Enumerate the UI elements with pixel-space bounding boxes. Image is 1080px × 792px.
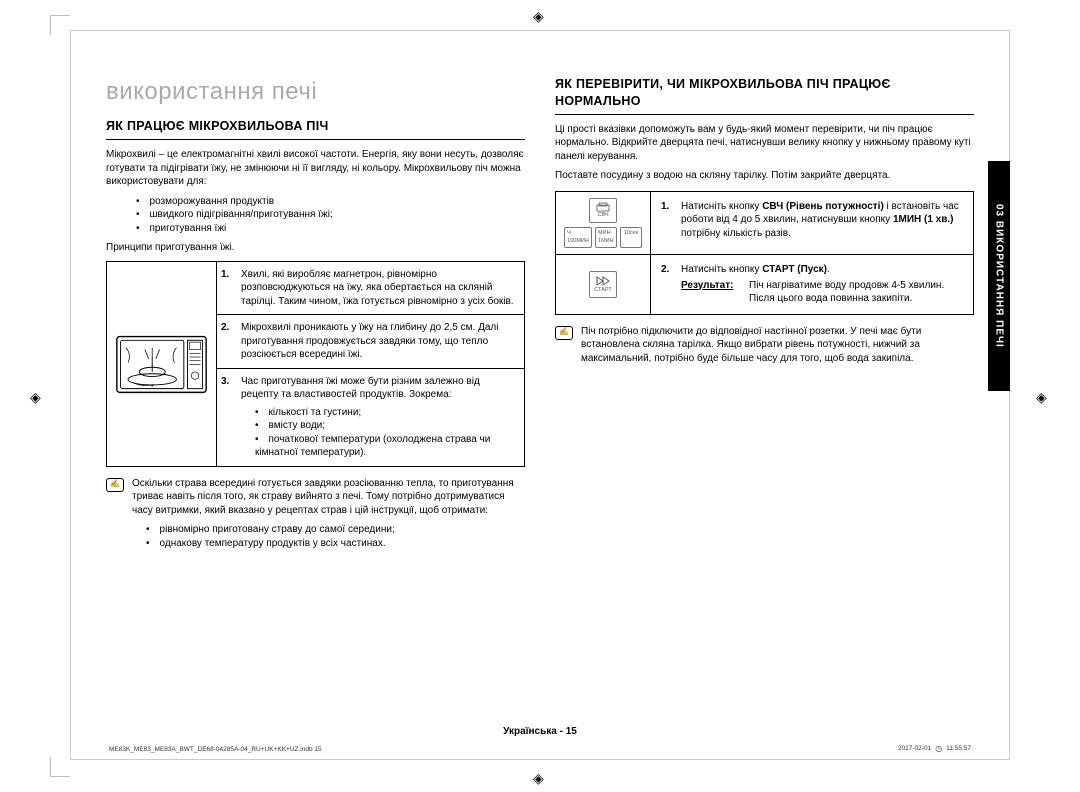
right-note: ✍ Піч потрібно підключити до відповідної… <box>555 325 974 366</box>
page-frame: використання печі ЯК ПРАЦЮЄ МІКРОХВИЛЬОВ… <box>70 30 1010 760</box>
sub-item: початкової температури (охолоджена страв… <box>255 433 516 460</box>
clock-icon <box>935 744 942 753</box>
use-item: приготування їжі <box>136 222 525 236</box>
registration-mark-top <box>533 8 547 22</box>
use-item: розморожування продуктів <box>136 195 525 209</box>
note-icon: ✍ <box>555 326 573 340</box>
left-note: ✍ Оскільки страва всередині готується за… <box>106 477 525 557</box>
step-number: 2. <box>661 263 675 277</box>
right-intro: Ці прості вказівки допоможуть вам у будь… <box>555 123 974 164</box>
principles-subhead: Принципи приготування їжі. <box>106 241 525 255</box>
principle-number: 2. <box>221 321 235 362</box>
chapter-title: використання печі <box>106 76 525 108</box>
result-text: Піч нагріватиме воду продовж 4-5 хвилин.… <box>749 279 944 306</box>
principle-text: Хвилі, які виробляє магнетрон, рівномірн… <box>241 268 516 309</box>
step1-body: Натисніть кнопку СВЧ (Рівень потужності)… <box>681 200 963 241</box>
principle-text-3: Час приготування їжі може бути різним за… <box>241 376 480 401</box>
sub-item: вмісту води; <box>255 419 516 433</box>
side-tab: 03 ВИКОРИСТАННЯ ПЕЧІ <box>988 161 1010 391</box>
principle-text: Мікрохвилі проникають у їжу на глибину д… <box>241 321 516 362</box>
time-btn-icon: Ч 100МИН <box>564 227 592 248</box>
right-column: ЯК ПЕРЕВІРИТИ, ЧИ МІКРОХВИЛЬОВА ПІЧ ПРАЦ… <box>555 76 974 749</box>
icon-label: СТАРТ <box>594 287 611 294</box>
step2-text: 2. Натисніть кнопку СТАРТ (Пуск). Резуль… <box>651 255 973 314</box>
svch-button-icon: СВЧ <box>589 198 617 223</box>
principles-list: 1. Хвилі, які виробляє магнетрон, рівном… <box>217 262 524 466</box>
microwave-illustration <box>107 262 217 466</box>
registration-mark-right <box>1036 389 1050 403</box>
principle-row: 1. Хвилі, які виробляє магнетрон, рівном… <box>217 262 524 316</box>
left-intro: Мікрохвилі – це електромагнітні хвилі ви… <box>106 148 525 189</box>
step1-text: 1. Натисніть кнопку СВЧ (Рівень потужнос… <box>651 192 973 254</box>
uses-list: розморожування продуктів швидкого підігр… <box>106 195 525 236</box>
note-items-list: рівномірно приготовану страву до самої с… <box>132 523 525 550</box>
footer-timestamp: 2017-02-01 11:55:57 <box>898 744 971 753</box>
crop-mark-top-left <box>50 15 70 35</box>
left-column: використання печі ЯК ПРАЦЮЄ МІКРОХВИЛЬОВ… <box>106 76 525 749</box>
principle-row: 2. Мікрохвилі проникають у їжу на глибин… <box>217 315 524 369</box>
time-btn-icon: МИН 1МИН <box>595 227 617 248</box>
icon-label: СВЧ <box>597 212 608 219</box>
left-section-title: ЯК ПРАЦЮЄ МІКРОХВИЛЬОВА ПІЧ <box>106 118 525 140</box>
principle-number: 3. <box>221 375 235 460</box>
principle-3-sublist: кількості та густини; вмісту води; почат… <box>241 406 516 460</box>
time-btn-icon: 10сек <box>620 227 642 248</box>
step2-icons: СТАРТ <box>556 255 651 314</box>
note-body: Оскільки страва всередині готується завд… <box>132 478 514 516</box>
registration-mark-left <box>30 389 44 403</box>
result-label: Результат: <box>681 279 743 306</box>
step2-body: Натисніть кнопку СТАРТ (Пуск). <box>681 263 963 277</box>
start-button-icon: СТАРТ <box>589 271 617 298</box>
right-note-text: Піч потрібно підключити до відповідної н… <box>581 325 974 366</box>
footer-date: 2017-02-01 <box>898 745 931 752</box>
right-prep: Поставте посудину з водою на скляну тарі… <box>555 169 974 183</box>
footer-time: 11:55:57 <box>946 745 971 752</box>
crop-mark-bottom-left <box>50 757 70 777</box>
principle-text: Час приготування їжі може бути різним за… <box>241 375 516 460</box>
left-note-text: Оскільки страва всередині готується завд… <box>132 477 525 557</box>
note-item: рівномірно приготовану страву до самої с… <box>146 523 525 537</box>
right-section-title: ЯК ПЕРЕВІРИТИ, ЧИ МІКРОХВИЛЬОВА ПІЧ ПРАЦ… <box>555 76 974 115</box>
microwave-icon <box>115 329 208 399</box>
principles-box: 1. Хвилі, які виробляє магнетрон, рівном… <box>106 261 525 467</box>
footer-page-number: Українська - 15 <box>71 726 1009 737</box>
use-item: швидкого підігрівання/приготування їжі; <box>136 208 525 222</box>
principle-row: 3. Час приготування їжі може бути різним… <box>217 369 524 466</box>
principle-number: 1. <box>221 268 235 309</box>
step-row-2: СТАРТ 2. Натисніть кнопку СТАРТ (Пуск). … <box>556 255 973 314</box>
registration-mark-bottom <box>533 770 547 784</box>
step-number: 1. <box>661 200 675 241</box>
sub-item: кількості та густини; <box>255 406 516 420</box>
footer-filename: ME83K_ME83_ME83A_BWT_DE68-04285A-04_RU+U… <box>109 746 322 753</box>
result-line: Результат: Піч нагріватиме воду продовж … <box>661 279 963 306</box>
step1-icons: СВЧ Ч 100МИН МИН 1МИН 10сек <box>556 192 651 254</box>
note-item: однакову температуру продуктів у всіх ча… <box>146 537 525 551</box>
note-icon: ✍ <box>106 478 124 492</box>
step-row-1: СВЧ Ч 100МИН МИН 1МИН 10сек 1. Натисніт <box>556 192 973 255</box>
steps-table: СВЧ Ч 100МИН МИН 1МИН 10сек 1. Натисніт <box>555 191 974 315</box>
time-buttons-row: Ч 100МИН МИН 1МИН 10сек <box>564 227 642 248</box>
